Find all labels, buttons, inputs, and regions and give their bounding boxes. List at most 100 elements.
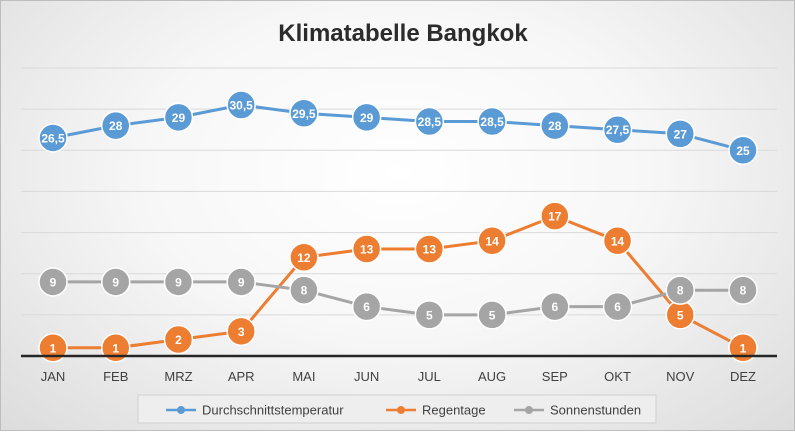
x-tick-label: OKT bbox=[604, 369, 631, 384]
legend-item: Durchschnittstemperatur bbox=[166, 403, 344, 418]
data-label: 29 bbox=[172, 111, 186, 125]
data-point bbox=[163, 324, 194, 355]
data-label: 13 bbox=[360, 243, 374, 257]
data-label: 30,5 bbox=[230, 99, 254, 113]
data-point bbox=[351, 234, 382, 264]
data-point bbox=[602, 114, 633, 145]
data-point bbox=[540, 291, 570, 322]
data-point bbox=[100, 110, 131, 141]
data-point bbox=[163, 267, 194, 297]
data-label: 27 bbox=[674, 127, 688, 141]
data-label: 5 bbox=[426, 308, 433, 322]
data-point bbox=[226, 90, 256, 120]
data-label: 9 bbox=[112, 275, 119, 289]
legend-marker bbox=[397, 406, 405, 414]
series-sonnenstunden: 9 9 9 9 8 6 5 5 6 6 8 8 bbox=[38, 267, 758, 330]
legend-label: Regentage bbox=[422, 403, 486, 418]
data-label: 29,5 bbox=[292, 107, 316, 121]
data-label: 1 bbox=[112, 341, 119, 355]
legend-label: Durchschnittstemperatur bbox=[202, 403, 344, 418]
x-tick-label: APR bbox=[228, 369, 255, 384]
legend-marker bbox=[525, 406, 533, 414]
data-label: 17 bbox=[548, 210, 562, 224]
data-label: 5 bbox=[489, 308, 496, 322]
data-point bbox=[602, 226, 633, 256]
data-label: 6 bbox=[363, 300, 370, 314]
data-point bbox=[728, 135, 758, 166]
x-tick-label: AUG bbox=[478, 369, 506, 384]
data-label: 9 bbox=[50, 275, 57, 289]
data-label: 1 bbox=[740, 341, 747, 355]
data-point bbox=[100, 267, 131, 297]
x-axis: JAN FEB MRZ APR MAI JUN JUL AUG SEP OKT NOV DEZ bbox=[21, 354, 777, 384]
data-label: 8 bbox=[301, 284, 308, 298]
series-line bbox=[53, 280, 743, 317]
data-point bbox=[477, 300, 507, 330]
data-label: 28,5 bbox=[418, 115, 442, 129]
data-label: 6 bbox=[551, 300, 558, 314]
x-tick-label: JUN bbox=[354, 369, 379, 384]
data-point bbox=[414, 300, 445, 330]
chart-title: Klimatabelle Bangkok bbox=[278, 20, 528, 47]
data-label: 9 bbox=[238, 275, 245, 289]
data-label: 14 bbox=[611, 234, 625, 248]
data-point bbox=[414, 106, 445, 137]
data-label: 27,5 bbox=[606, 123, 630, 137]
data-label: 5 bbox=[677, 308, 684, 322]
data-label: 1 bbox=[50, 341, 57, 355]
data-point bbox=[665, 275, 696, 305]
data-label: 28,5 bbox=[480, 115, 504, 129]
x-tick-label: SEP bbox=[542, 369, 568, 384]
data-label: 9 bbox=[175, 275, 182, 289]
data-label: 14 bbox=[485, 234, 499, 248]
data-point bbox=[351, 102, 382, 133]
x-tick-label: JUL bbox=[418, 369, 441, 384]
data-label: 6 bbox=[614, 300, 621, 314]
data-label: 25 bbox=[736, 144, 750, 158]
data-point bbox=[477, 106, 507, 137]
legend: Durchschnittstemperatur Regentage Sonnenst… bbox=[137, 394, 657, 424]
data-point bbox=[602, 291, 633, 322]
data-point bbox=[477, 226, 507, 256]
legend-item: Regentage bbox=[386, 403, 486, 418]
series-durchschnittstemperatur: 26,5 28 29 30,5 29,5 29 28,5 28,5 28 27,5 27 25 bbox=[38, 90, 758, 166]
x-tick-label: MRZ bbox=[164, 369, 192, 384]
legend-label: Sonnenstunden bbox=[550, 403, 641, 418]
data-point bbox=[289, 242, 319, 273]
data-label: 29 bbox=[360, 111, 374, 125]
data-label: 13 bbox=[423, 243, 437, 257]
data-point bbox=[540, 201, 570, 231]
data-point bbox=[289, 98, 319, 129]
data-label: 12 bbox=[297, 251, 311, 265]
data-point bbox=[226, 316, 256, 347]
data-point bbox=[351, 291, 382, 322]
x-tick-label: MAI bbox=[292, 369, 315, 384]
gridlines bbox=[21, 67, 777, 316]
data-label: 26,5 bbox=[41, 131, 65, 145]
data-point bbox=[728, 275, 758, 305]
legend-item: Sonnenstunden bbox=[514, 403, 641, 418]
x-tick-label: NOV bbox=[666, 369, 695, 384]
data-point bbox=[38, 123, 68, 153]
data-point bbox=[163, 102, 194, 133]
x-tick-label: FEB bbox=[103, 369, 128, 384]
data-label: 28 bbox=[109, 119, 123, 133]
data-point bbox=[665, 119, 696, 149]
data-label: 8 bbox=[740, 284, 747, 298]
data-label: 3 bbox=[238, 325, 245, 339]
data-point bbox=[414, 234, 445, 264]
data-point bbox=[38, 267, 68, 297]
data-point bbox=[289, 275, 319, 305]
data-label: 28 bbox=[548, 119, 562, 133]
x-tick-label: DEZ bbox=[730, 369, 756, 384]
series-line bbox=[52, 103, 744, 152]
data-label: 2 bbox=[175, 333, 182, 347]
data-label: 8 bbox=[677, 284, 684, 298]
data-point bbox=[226, 267, 256, 297]
x-tick-label: JAN bbox=[41, 369, 66, 384]
data-point bbox=[540, 110, 570, 141]
